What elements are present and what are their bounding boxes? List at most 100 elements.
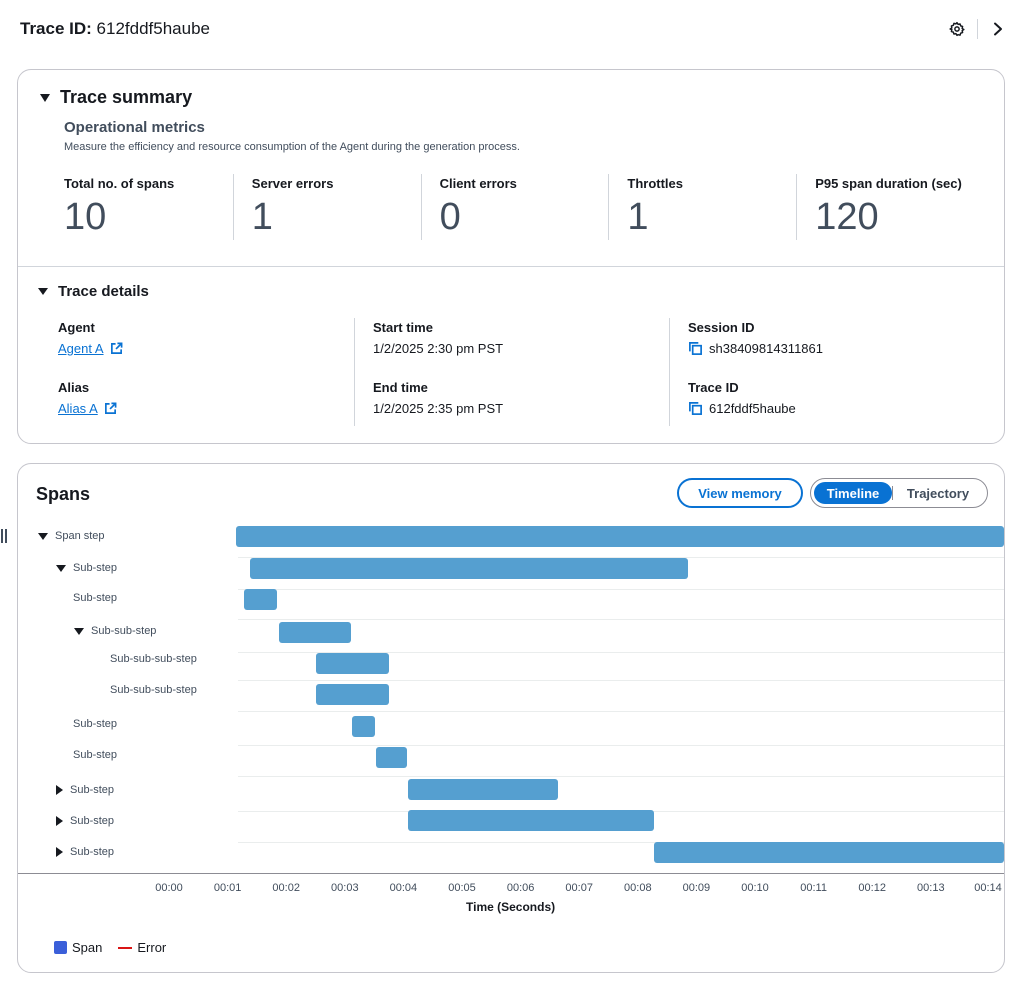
trace-id-value: 612fddf5haube bbox=[688, 401, 984, 416]
metric-value: 0 bbox=[439, 196, 461, 238]
x-axis-tick-label: 00:12 bbox=[858, 882, 886, 894]
x-axis-tick-label: 00:00 bbox=[155, 882, 183, 894]
span-row-label[interactable]: Sub-step bbox=[56, 846, 114, 858]
spans-title: Spans bbox=[36, 484, 91, 504]
span-bar[interactable] bbox=[407, 779, 558, 800]
span-row-label-text: Sub-step bbox=[70, 784, 115, 796]
span-row-label[interactable]: Sub-step bbox=[56, 562, 117, 574]
end-time-value: 1/2/2025 2:35 pm PST bbox=[373, 401, 504, 416]
span-bar[interactable] bbox=[236, 526, 1004, 547]
view-mode-segmented-control: Timeline Trajectory bbox=[810, 478, 988, 508]
page-title: Trace ID: 612fddf5haube bbox=[20, 19, 210, 39]
metric-label: Client errors bbox=[439, 176, 517, 191]
view-memory-button[interactable]: View memory bbox=[677, 478, 803, 508]
trace-details-toggle[interactable]: Trace details bbox=[38, 283, 149, 300]
x-axis-tick-label: 00:14 bbox=[974, 882, 1002, 894]
copy-icon[interactable] bbox=[688, 401, 703, 416]
spans-card: Spans View memory Timeline Trajectory Sp… bbox=[17, 463, 1005, 973]
span-bar[interactable] bbox=[249, 558, 688, 579]
span-row-label-text: Sub-sub-sub-step bbox=[110, 684, 197, 696]
resize-handle[interactable] bbox=[1, 529, 9, 543]
caret-down-icon bbox=[74, 627, 84, 635]
expand-panel-button[interactable] bbox=[988, 19, 1008, 39]
agent-link[interactable]: Agent A bbox=[58, 341, 104, 356]
row-grid-line bbox=[238, 652, 1004, 653]
agent-label: Agent bbox=[58, 320, 95, 335]
span-bar[interactable] bbox=[653, 842, 1004, 863]
row-grid-line bbox=[238, 711, 1004, 712]
span-row-label-text: Sub-step bbox=[70, 815, 115, 827]
external-link-icon[interactable] bbox=[110, 342, 123, 355]
alias-label: Alias bbox=[58, 380, 90, 395]
x-axis-tick-label: 00:13 bbox=[917, 882, 945, 894]
span-row-label: Sub-sub-sub-step bbox=[110, 653, 197, 665]
span-row-label: Sub-step bbox=[73, 592, 117, 604]
metric-client-errors: Client errors 0 bbox=[420, 174, 609, 240]
span-row-label[interactable]: Sub-step bbox=[56, 784, 114, 796]
span-bar[interactable] bbox=[315, 653, 389, 674]
session-id-field: Session ID sh38409814311861 bbox=[688, 320, 984, 378]
resize-grip-bar bbox=[5, 529, 7, 543]
x-axis-tick-label: 00:04 bbox=[389, 882, 418, 894]
start-time-field: Start time 1/2/2025 2:30 pm PST bbox=[373, 320, 669, 378]
trace-summary-toggle[interactable]: Trace summary bbox=[40, 87, 192, 108]
external-link-icon[interactable] bbox=[104, 402, 117, 415]
span-row-label-text: Sub-step bbox=[73, 749, 118, 761]
metric-label: P95 span duration (sec) bbox=[815, 176, 962, 191]
details-column-agent: Agent Agent A Alias Alias A bbox=[58, 318, 354, 426]
span-row-label-text: Span step bbox=[55, 530, 105, 542]
trace-summary-title: Trace summary bbox=[60, 87, 193, 107]
segment-timeline[interactable]: Timeline bbox=[814, 482, 892, 504]
legend-item-error[interactable]: Error bbox=[118, 940, 166, 955]
span-bar[interactable] bbox=[351, 716, 376, 737]
alias-link[interactable]: Alias A bbox=[58, 401, 98, 416]
chart-legend: Span Error bbox=[54, 940, 166, 955]
span-row-label-text: Sub-step bbox=[73, 562, 118, 574]
row-grid-line bbox=[238, 680, 1004, 681]
metric-value: 10 bbox=[64, 196, 107, 238]
metric-label: Total no. of spans bbox=[64, 176, 175, 191]
start-time-label: Start time bbox=[373, 320, 433, 335]
segment-trajectory[interactable]: Trajectory bbox=[906, 485, 970, 501]
x-axis-tick-label: 00:03 bbox=[331, 882, 359, 894]
row-grid-line bbox=[238, 745, 1004, 746]
span-row-label[interactable]: Span step bbox=[38, 530, 105, 542]
caret-right-icon bbox=[56, 847, 63, 857]
legend-swatch-span bbox=[54, 941, 67, 954]
caret-down-icon bbox=[38, 532, 48, 540]
span-row-label[interactable]: Sub-sub-step bbox=[74, 625, 156, 637]
trace-id-field: Trace ID 612fddf5haube bbox=[688, 380, 984, 438]
alias-field: Alias Alias A bbox=[58, 380, 354, 438]
gear-icon bbox=[949, 21, 965, 37]
trace-id-text: 612fddf5haube bbox=[709, 401, 796, 416]
x-axis-tick-label: 00:06 bbox=[506, 882, 535, 894]
trace-summary-card: Trace summary Operational metrics Measur… bbox=[17, 69, 1005, 444]
span-bar[interactable] bbox=[407, 810, 654, 831]
span-row-label-text: Sub-step bbox=[73, 592, 118, 604]
session-id-value: sh38409814311861 bbox=[688, 341, 984, 356]
copy-icon[interactable] bbox=[688, 341, 703, 356]
settings-button[interactable] bbox=[947, 19, 967, 39]
x-axis-tick-label: 00:09 bbox=[682, 882, 711, 894]
span-row-label-text: Sub-step bbox=[70, 846, 115, 858]
operational-metrics-description: Measure the efficiency and resource cons… bbox=[64, 141, 520, 153]
chevron-right-icon bbox=[994, 22, 1002, 36]
details-column-ids: Session ID sh38409814311861 Trace ID bbox=[669, 318, 984, 426]
span-bar[interactable] bbox=[315, 684, 389, 705]
legend-item-span[interactable]: Span bbox=[54, 940, 102, 955]
legend-label-error: Error bbox=[137, 940, 167, 955]
metric-server-errors: Server errors 1 bbox=[232, 174, 421, 240]
row-grid-line bbox=[238, 557, 1004, 558]
row-grid-line bbox=[238, 589, 1004, 590]
x-axis-tick-label: 00:11 bbox=[800, 882, 827, 894]
span-bar[interactable] bbox=[279, 622, 351, 643]
session-id-text: sh38409814311861 bbox=[709, 341, 823, 356]
span-row-label-text: Sub-sub-step bbox=[91, 625, 157, 637]
metric-label: Server errors bbox=[251, 176, 334, 191]
x-axis-tick-label: 00:10 bbox=[741, 882, 769, 894]
end-time-field: End time 1/2/2025 2:35 pm PST bbox=[373, 380, 669, 438]
span-bar[interactable] bbox=[244, 589, 278, 610]
span-bar[interactable] bbox=[375, 747, 408, 768]
section-divider bbox=[18, 266, 1004, 267]
span-row-label[interactable]: Sub-step bbox=[56, 815, 114, 827]
